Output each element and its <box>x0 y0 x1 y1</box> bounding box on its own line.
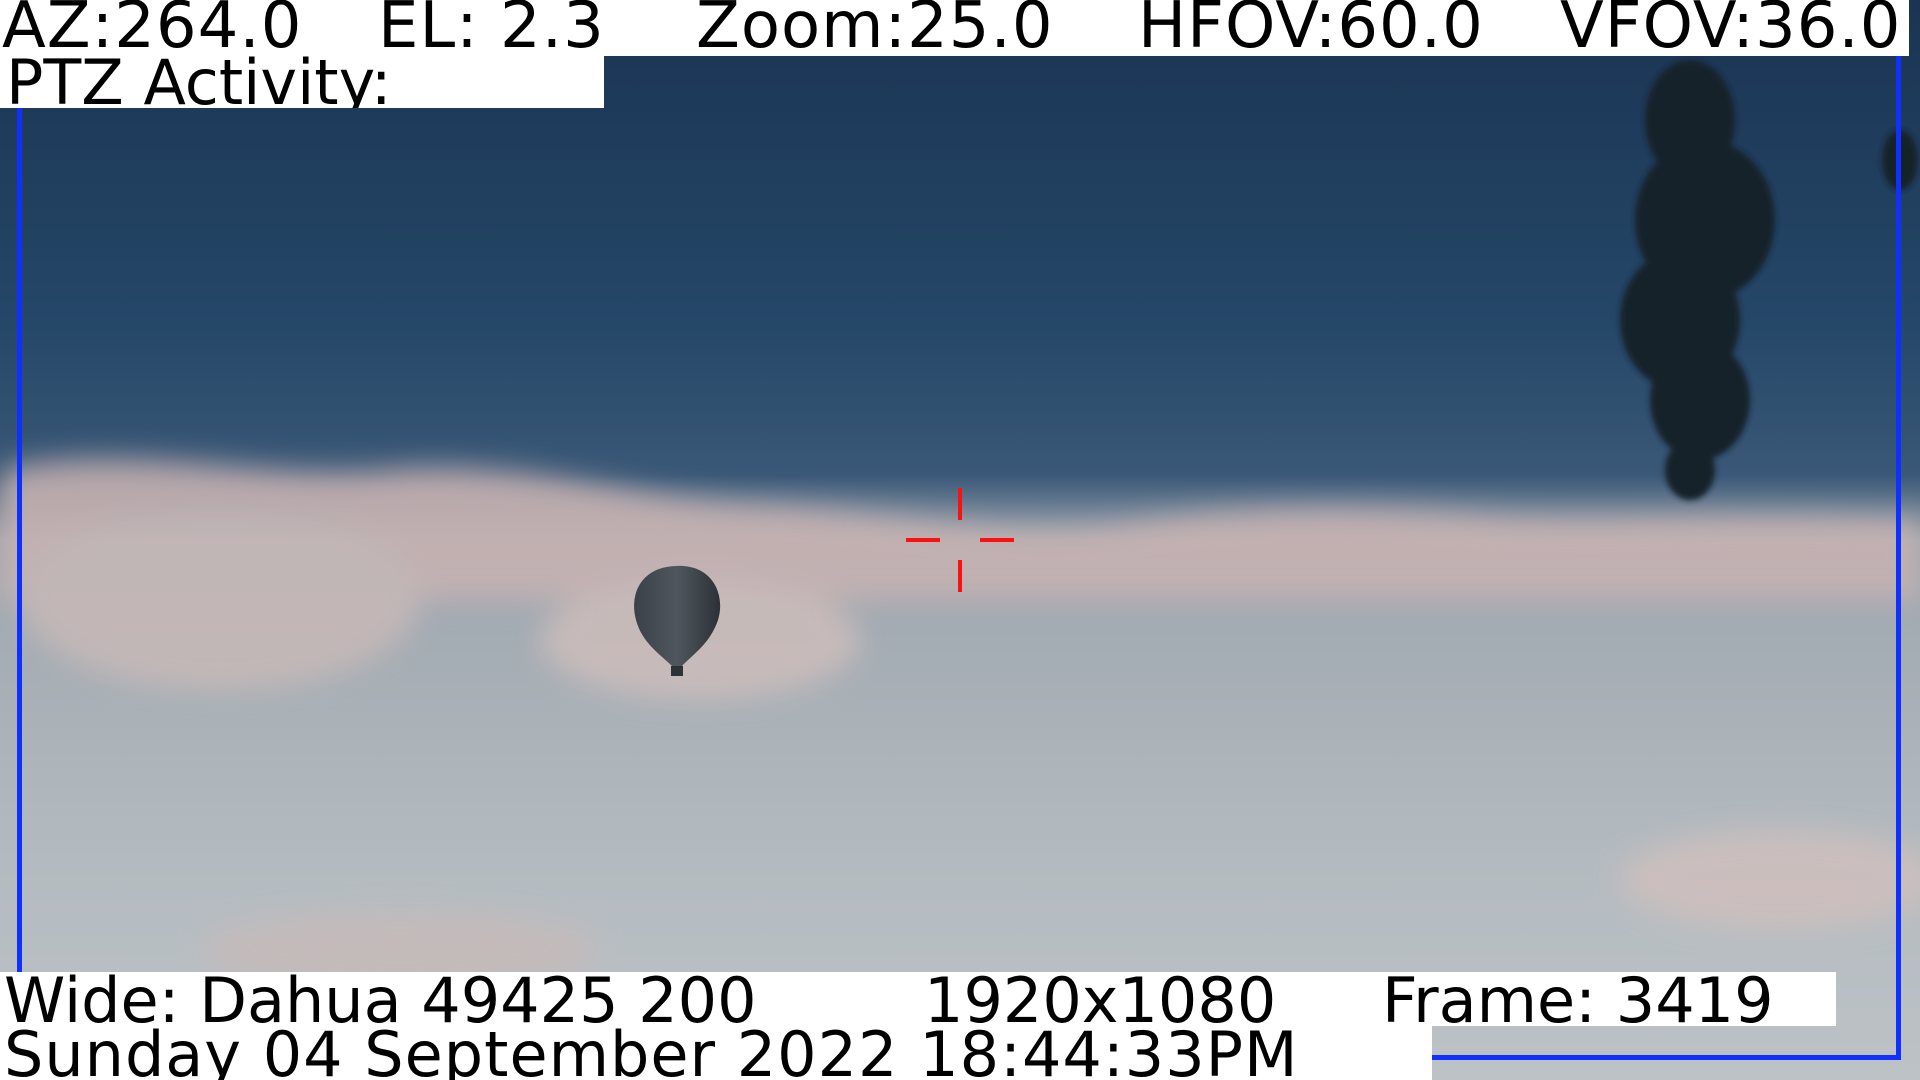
datetime-readout: Sunday 04 September 2022 18:44:33PM <box>4 1026 1299 1080</box>
azimuth-readout: AZ:264.0 <box>2 0 303 56</box>
ptz-activity-label: PTZ Activity: <box>6 56 392 108</box>
camera-info-bar: Wide: Dahua 49425 200 1920x1080 Frame: 3… <box>0 972 1836 1026</box>
vfov-readout: VFOV:36.0 <box>1560 0 1902 56</box>
telemetry-bar: AZ:264.0 EL: 2.3 Zoom:25.0 HFOV:60.0 VFO… <box>0 0 1909 56</box>
resolution-readout: 1920x1080 <box>924 972 1277 1026</box>
hot-air-balloon <box>634 565 721 676</box>
zoom-readout: Zoom:25.0 <box>696 0 1054 56</box>
elevation-readout: EL: 2.3 <box>378 0 605 56</box>
timestamp-bar: Sunday 04 September 2022 18:44:33PM <box>0 1026 1432 1080</box>
ptz-activity-panel: PTZ Activity: <box>0 56 604 108</box>
hfov-readout: HFOV:60.0 <box>1138 0 1484 56</box>
frame-counter: Frame: 3419 <box>1382 972 1774 1026</box>
camera-model: Wide: Dahua 49425 200 <box>4 972 757 1026</box>
